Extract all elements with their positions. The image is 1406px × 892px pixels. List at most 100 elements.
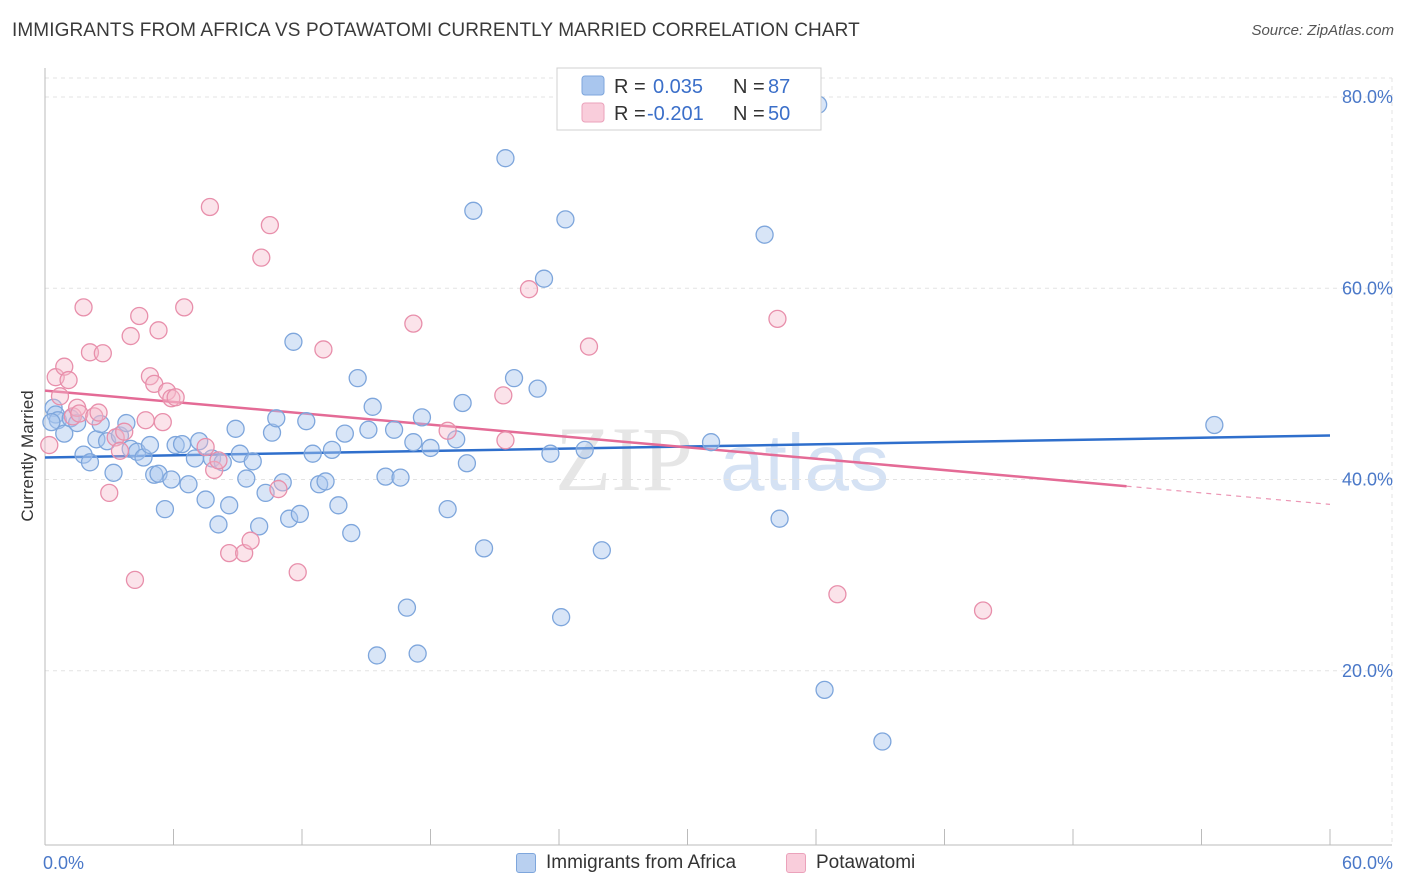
point-africa — [363, 397, 382, 416]
point-potawatomi — [125, 570, 145, 590]
point-africa — [551, 608, 571, 627]
point-potawatomi — [579, 337, 599, 356]
point-potawatomi — [496, 431, 515, 450]
point-africa — [474, 539, 494, 558]
point-africa — [316, 472, 335, 491]
legend-r-value-1: 0.035 — [653, 76, 703, 98]
point-africa — [367, 646, 387, 665]
point-potawatomi — [209, 451, 228, 470]
y-tick-label: 40.0% — [1342, 470, 1393, 490]
point-africa — [453, 393, 472, 413]
point-potawatomi — [241, 531, 260, 550]
series-africa-points — [42, 95, 1224, 751]
point-africa — [412, 408, 432, 427]
point-africa — [220, 496, 239, 515]
y-tick-label: 20.0% — [1342, 661, 1393, 681]
point-potawatomi — [973, 601, 993, 620]
point-africa — [701, 433, 721, 452]
source-label: Source: ZipAtlas.com — [1251, 22, 1394, 39]
point-africa — [290, 504, 310, 524]
legend-swatch-pink — [581, 102, 605, 123]
point-potawatomi — [70, 404, 89, 423]
point-africa — [384, 420, 404, 439]
legend-swatch-potawatomi — [786, 853, 806, 873]
x-tick-label-max: 60.0% — [1342, 853, 1393, 873]
point-africa — [279, 509, 299, 528]
point-potawatomi — [59, 370, 78, 390]
chart-title: IMMIGRANTS FROM AFRICA VS POTAWATOMI CUR… — [12, 20, 860, 41]
legend-label-potawatomi: Potawatomi — [816, 852, 916, 873]
point-africa — [303, 444, 322, 463]
point-africa — [209, 515, 228, 534]
point-potawatomi — [89, 403, 108, 422]
point-africa — [267, 409, 286, 428]
point-potawatomi — [205, 460, 224, 480]
trend-line-potawatomi-extension — [1126, 485, 1331, 505]
point-africa — [534, 269, 554, 288]
point-potawatomi — [288, 563, 307, 582]
point-potawatomi — [828, 585, 847, 604]
point-africa — [42, 412, 61, 432]
point-africa — [873, 732, 892, 751]
legend-item-africa[interactable]: Immigrants from Africa — [516, 852, 736, 874]
point-africa — [243, 452, 262, 471]
legend-r-label-1: R = — [614, 76, 646, 98]
series-potawatomi-points — [40, 197, 993, 620]
point-africa — [55, 424, 74, 443]
legend-swatch-blue — [581, 75, 605, 96]
point-potawatomi — [153, 412, 172, 432]
point-africa — [155, 499, 175, 519]
point-africa — [237, 469, 256, 488]
point-potawatomi — [166, 388, 185, 407]
point-africa — [770, 509, 789, 528]
point-africa — [202, 449, 222, 468]
point-potawatomi — [121, 326, 140, 346]
point-potawatomi — [269, 479, 288, 499]
point-africa — [262, 423, 282, 442]
point-africa — [541, 444, 560, 463]
point-potawatomi — [196, 437, 215, 457]
legend-n-value-1: 87 — [768, 76, 790, 98]
point-potawatomi — [404, 314, 423, 333]
y-tick-label: 80.0% — [1342, 87, 1393, 107]
legend-item-potawatomi[interactable]: Potawatomi — [786, 852, 915, 874]
y-axis-label: Currently Married — [18, 390, 37, 521]
point-potawatomi — [80, 343, 100, 362]
legend-n-label-2: N = — [733, 103, 765, 125]
legend-n-value-2: 50 — [768, 103, 790, 125]
point-potawatomi — [200, 197, 220, 217]
point-potawatomi — [136, 411, 155, 430]
point-africa — [196, 490, 215, 509]
point-potawatomi — [494, 386, 513, 405]
point-africa — [342, 523, 361, 543]
legend-r-value-2: -0.201 — [647, 103, 704, 125]
y-tick-label: 60.0% — [1342, 278, 1393, 298]
point-africa — [408, 644, 427, 663]
point-potawatomi — [314, 340, 333, 359]
point-potawatomi — [50, 387, 70, 406]
point-africa — [104, 463, 123, 482]
point-africa — [140, 435, 160, 455]
watermark-zip: ZIP — [555, 408, 693, 510]
bottom-legend: Immigrants from Africa Potawatomi — [0, 852, 1406, 878]
trend-line-potawatomi — [44, 389, 1127, 488]
point-africa — [496, 149, 515, 168]
point-africa — [166, 435, 185, 455]
point-africa — [404, 433, 423, 452]
point-africa — [322, 440, 342, 460]
point-africa — [1205, 415, 1224, 435]
point-potawatomi — [100, 483, 119, 503]
point-potawatomi — [175, 298, 194, 317]
point-potawatomi — [74, 298, 93, 317]
legend-n-label-1: N = — [733, 76, 765, 98]
point-africa — [376, 467, 395, 486]
point-potawatomi — [40, 435, 59, 455]
point-potawatomi — [260, 215, 280, 235]
legend-label-africa: Immigrants from Africa — [546, 852, 737, 873]
point-africa — [457, 454, 477, 473]
point-potawatomi — [768, 309, 787, 329]
point-africa — [438, 499, 457, 519]
legend-r-label-2: R = — [614, 103, 646, 125]
x-tick-label-min: 0.0% — [43, 853, 84, 873]
